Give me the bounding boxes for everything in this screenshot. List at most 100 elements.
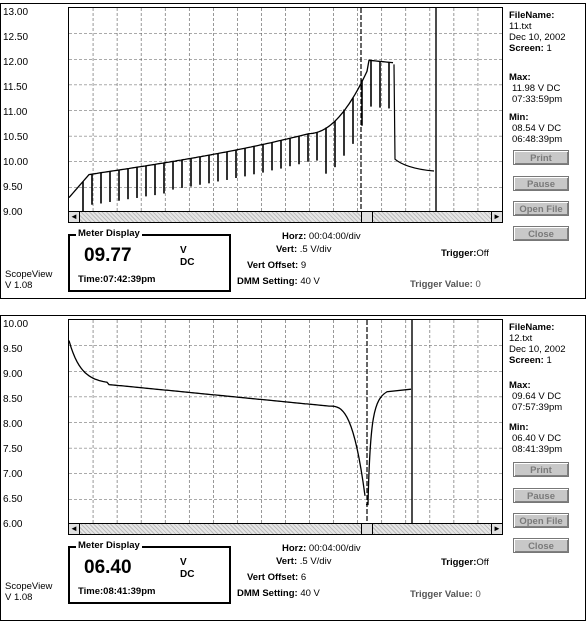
trigger-label: Trigger: [441, 557, 477, 568]
vert-label: Vert: [276, 556, 298, 567]
app-info: ScopeView V 1.08 [5, 269, 52, 291]
meter-display: Meter Display 09.77 V DC Time:07:42:39pm [68, 228, 231, 292]
y-label: 9.00 [3, 369, 23, 380]
scrollbar-thumb[interactable] [361, 212, 373, 222]
trigger-setting: Trigger:Off [441, 248, 489, 259]
scope-trace-chart [69, 320, 502, 525]
trace-envelope [69, 59, 394, 199]
trigger-value-value: 0 [475, 589, 481, 600]
print-button[interactable]: Print [513, 150, 569, 165]
scope-plot-area[interactable] [68, 319, 503, 526]
y-label: 8.00 [3, 419, 23, 430]
trace-tail [393, 64, 435, 172]
scroll-left-arrow-icon[interactable]: ◄ [69, 212, 80, 222]
horz-label: Horz: [282, 543, 307, 554]
grid-lines [69, 8, 502, 213]
min-value: 08.54 V DC [512, 123, 562, 134]
vert-value: .5 V/div [299, 556, 332, 567]
trigger-label: Trigger: [441, 248, 477, 259]
meter-time-label: Time: [78, 586, 104, 597]
app-version: V 1.08 [5, 592, 33, 603]
trace-recovery [366, 388, 412, 506]
meter-value: 06.40 [84, 557, 132, 578]
horizontal-scrollbar[interactable]: ◄ ► [68, 523, 503, 535]
meter-value: 09.77 [84, 245, 132, 266]
print-button[interactable]: Print [513, 462, 569, 477]
y-label: 11.50 [3, 82, 28, 93]
app-name: ScopeView [5, 581, 53, 592]
dmm-setting: DMM Setting: 40 V [237, 588, 320, 599]
vert-setting: Vert: .5 V/div [276, 244, 331, 255]
y-label: 13.00 [3, 7, 29, 18]
trigger-value-setting: Trigger Value: 0 [410, 279, 481, 290]
meter-display-title: Meter Display [76, 540, 142, 551]
max-info: Max: 09.64 V DC 07:57:39pm [509, 380, 562, 413]
close-button[interactable]: Close [513, 226, 569, 241]
screen-label: Screen: [509, 355, 544, 366]
y-label: 10.00 [3, 319, 29, 330]
scope-trace-chart [69, 8, 502, 213]
file-name: 11.txt [509, 21, 532, 32]
vert-offset-label: Vert Offset: [247, 572, 299, 583]
max-time: 07:57:39pm [512, 402, 563, 413]
meter-unit-dc: DC [180, 569, 195, 580]
max-info: Max: 11.98 V DC 07:33:59pm [509, 72, 562, 105]
vert-label: Vert: [276, 244, 298, 255]
dmm-setting: DMM Setting: 40 V [237, 276, 320, 287]
horz-value: 00:04:00/div [308, 231, 361, 242]
scrollbar-thumb[interactable] [361, 524, 373, 534]
meter-time-value: 07:42:39pm [103, 274, 156, 285]
horizontal-scrollbar[interactable]: ◄ ► [68, 211, 503, 223]
y-label: 9.00 [3, 207, 23, 218]
file-info: FileName: 11.txt Dec 10, 2002 Screen: 1 [509, 10, 566, 54]
min-info: Min: 08.54 V DC 06:48:39pm [509, 112, 562, 145]
trigger-value-setting: Trigger Value: 0 [410, 589, 481, 600]
meter-unit-v: V [180, 245, 187, 256]
close-button[interactable]: Close [513, 538, 569, 553]
open-file-button[interactable]: Open File [513, 513, 569, 528]
dmm-label: DMM Setting: [237, 276, 298, 287]
pause-button[interactable]: Pause [513, 176, 569, 191]
app-info: ScopeView V 1.08 [5, 581, 52, 603]
app-version: V 1.08 [5, 280, 33, 291]
trigger-value-value: 0 [475, 279, 481, 290]
pause-button[interactable]: Pause [513, 488, 569, 503]
scope-plot-area[interactable] [68, 7, 503, 214]
scroll-right-arrow-icon[interactable]: ► [491, 212, 502, 222]
min-label: Min: [509, 422, 529, 433]
meter-display: Meter Display 06.40 V DC Time:08:41:39pm [68, 540, 231, 604]
horz-value: 00:04:00/div [308, 543, 361, 554]
y-label: 9.50 [3, 344, 23, 355]
y-label: 12.50 [3, 32, 29, 43]
min-label: Min: [509, 112, 529, 123]
trigger-value-label: Trigger Value: [410, 279, 473, 290]
trigger-setting: Trigger:Off [441, 557, 489, 568]
y-label: 9.50 [3, 182, 23, 193]
scroll-right-arrow-icon[interactable]: ► [491, 524, 502, 534]
vert-offset-value: 9 [300, 260, 307, 271]
min-time: 06:48:39pm [512, 134, 563, 145]
meter-time-label: Time: [78, 274, 104, 285]
meter-time: Time:08:41:39pm [78, 586, 155, 597]
screen-value: 1 [546, 43, 552, 54]
min-info: Min: 06.40 V DC 08:41:39pm [509, 422, 562, 455]
vert-offset-label: Vert Offset: [247, 260, 299, 271]
app-name: ScopeView [5, 269, 53, 280]
open-file-button[interactable]: Open File [513, 201, 569, 216]
meter-time-value: 08:41:39pm [103, 586, 156, 597]
vert-value: .5 V/div [299, 244, 332, 255]
min-time: 08:41:39pm [512, 444, 563, 455]
y-label: 10.50 [3, 132, 29, 143]
horz-setting: Horz: 00:04:00/div [282, 543, 361, 554]
vert-offset-setting: Vert Offset: 6 [247, 572, 306, 583]
y-label: 7.00 [3, 469, 23, 480]
max-time: 07:33:59pm [512, 94, 563, 105]
y-label: 7.50 [3, 444, 23, 455]
scroll-left-arrow-icon[interactable]: ◄ [69, 524, 80, 534]
max-label: Max: [509, 72, 531, 83]
grid-lines [69, 320, 502, 525]
screen-label: Screen: [509, 43, 544, 54]
max-value: 11.98 V DC [512, 83, 561, 94]
horz-label: Horz: [282, 231, 307, 242]
meter-unit-dc: DC [180, 257, 195, 268]
